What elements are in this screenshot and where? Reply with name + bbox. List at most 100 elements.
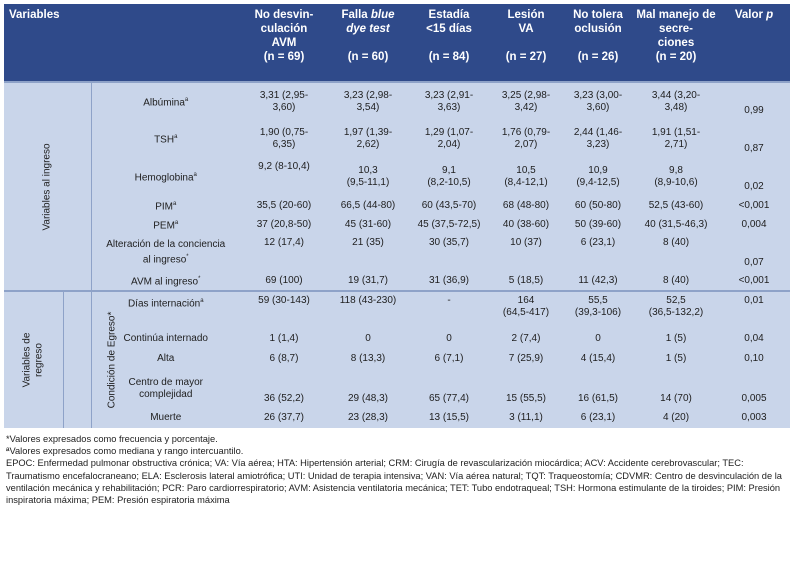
table-cell: 16 (61,5) <box>562 369 634 408</box>
cell-value: 45 (31-60) <box>344 218 392 230</box>
p-value: 0,02 <box>744 181 764 192</box>
cell-value-range: 3,63) <box>437 101 461 113</box>
cell-value: 68 (48-80) <box>502 199 550 211</box>
cell-value: 29 (48,3) <box>347 393 389 404</box>
row-label-text: PIM <box>155 201 173 213</box>
cell-value: 65 (77,4) <box>428 393 470 404</box>
cell-value: 59 (30-143) <box>258 295 310 306</box>
p-value: 0,99 <box>744 105 764 116</box>
header-col-estadia: Estadía <15 días (n = 84) <box>408 4 490 82</box>
row-label-text: Muerte <box>150 412 182 423</box>
cell-value: 3,23 (3,00- <box>573 89 623 101</box>
table-row: PEMa 37 (20,8-50) 45 (31-60) 45 (37,5-72,5)… <box>4 215 790 234</box>
table-cell: 1,90 (0,75- 6,35) <box>240 120 328 158</box>
p-value-cell: 0,99 <box>718 81 790 120</box>
table-cell: 1,76 (0,79- 2,07) <box>490 120 562 158</box>
row-label-text: Alta <box>157 353 175 364</box>
p-value-cell: 0,87 <box>718 120 790 158</box>
table-cell: 21 (35) <box>328 234 408 272</box>
group-label-regreso-2: regreso <box>33 343 45 377</box>
row-label: PEMa <box>91 215 240 234</box>
p-value-cell: <0,001 <box>718 196 790 215</box>
cell-value-range: 2,07) <box>514 139 538 150</box>
table-cell: 6 (23,1) <box>562 408 634 428</box>
cell-value: 7 (25,9) <box>508 353 544 364</box>
header-row: Variables No desvin- culación AVM (n = 6… <box>4 4 790 82</box>
table-cell: 2 (7,4) <box>490 329 562 349</box>
table-cell: 1,91 (1,51- 2,71) <box>634 120 718 158</box>
p-value-cell: 0,04 <box>718 329 790 349</box>
table-cell: 10,5 (8,4-12,1) <box>490 158 562 196</box>
table-cell: 9,1 (8,2-10,5) <box>408 158 490 196</box>
table-cell: 40 (38-60) <box>490 215 562 234</box>
table-cell: 4 (20) <box>634 408 718 428</box>
table-cell: 4 (15,4) <box>562 349 634 369</box>
row-label: Centro de mayor complejidad <box>91 369 240 408</box>
group-variables-ingreso: Variables al ingreso <box>4 81 92 291</box>
p-value: 0,003 <box>741 412 767 423</box>
cell-value: 10,9 <box>588 165 608 176</box>
row-label: Días internacióna <box>91 290 240 329</box>
row-label: Muerte <box>91 408 240 428</box>
table-cell: 3,23 (3,00- 3,60) <box>562 81 634 120</box>
table-cell: 60 (50-80) <box>562 196 634 215</box>
table-row: Muerte 26 (37,7) 23 (28,3) 13 (15,5) 3 (11,1… <box>4 408 790 428</box>
cell-value: 3,31 (2,95- <box>259 89 309 101</box>
table-cell: 6 (23,1) <box>562 234 634 272</box>
table-cell: 30 (35,7) <box>408 234 490 272</box>
p-value-cell: 0,005 <box>718 369 790 408</box>
table-cell: 12 (17,4) <box>240 234 328 272</box>
p-value-cell: 0,003 <box>718 408 790 428</box>
footnote-mark: a <box>200 298 204 304</box>
cell-value: 60 (43,5-70) <box>421 199 477 211</box>
table-cell: 65 (77,4) <box>408 369 490 408</box>
footnote-mark: a <box>184 96 189 103</box>
cell-value: 6 (7,1) <box>434 353 464 364</box>
table-cell: 15 (55,5) <box>490 369 562 408</box>
cell-value: - <box>447 295 451 306</box>
table-cell: 3,31 (2,95- 3,60) <box>240 81 328 120</box>
row-label-text: PEM <box>153 220 175 232</box>
row-label-text: Albúmina <box>143 97 185 109</box>
group-label-regreso-1: Variables de <box>21 332 33 388</box>
table-cell: 36 (52,2) <box>240 369 328 408</box>
table-notes: *Valores expresados como frecuencia y po… <box>4 433 790 506</box>
p-value: 0,07 <box>744 257 764 268</box>
table-cell: 1 (1,4) <box>240 329 328 349</box>
cell-value: 3,44 (3,20- <box>651 89 701 101</box>
cell-value: 1,90 (0,75- <box>259 127 309 138</box>
cell-value: 21 (35) <box>352 237 384 248</box>
cell-value-range: 3,60) <box>272 101 296 113</box>
table-cell: 8 (40) <box>634 272 718 291</box>
table-cell: 52,5 (36,5-132,2) <box>634 290 718 329</box>
table-cell: 3,23 (2,98- 3,54) <box>328 81 408 120</box>
table-cell: 45 (31-60) <box>328 215 408 234</box>
row-label-text: Hemoglobina <box>134 172 194 184</box>
table-cell: 5 (18,5) <box>490 272 562 291</box>
cell-value: 4 (20) <box>662 412 690 423</box>
cell-value: 1 (5) <box>665 333 687 344</box>
table-cell: 8 (13,3) <box>328 349 408 369</box>
table-cell: 52,5 (43-60) <box>634 196 718 215</box>
table-row: Alteración de la conciencia al ingreso* 12… <box>4 234 790 272</box>
cell-value: 15 (55,5) <box>505 393 547 404</box>
cell-value: 9,8 <box>669 165 683 176</box>
table-cell: 164 (64,5-417) <box>490 290 562 329</box>
row-label-text: Continúa internado <box>123 333 208 344</box>
cell-value: 9,1 <box>442 165 456 176</box>
cell-value: 8 (13,3) <box>350 353 386 364</box>
table-cell: 29 (48,3) <box>328 369 408 408</box>
p-value: <0,001 <box>738 199 770 211</box>
cell-value: 14 (70) <box>660 393 692 404</box>
table-row: Variables al ingreso Albúminaa 3,31 (2,95-… <box>4 81 790 291</box>
table-cell: 2,44 (1,46- 3,23) <box>562 120 634 158</box>
row-label-text: AVM al ingreso <box>131 276 199 288</box>
table-cell: 60 (43,5-70) <box>408 196 490 215</box>
cell-value: 52,5 <box>666 295 686 306</box>
results-table-figure: Variables No desvin- culación AVM (n = 6… <box>4 4 790 506</box>
cell-value: 6 (8,7) <box>269 353 299 364</box>
results-table: Variables No desvin- culación AVM (n = 6… <box>4 4 790 428</box>
row-label: TSHa <box>91 120 240 158</box>
table-cell: 59 (30-143) <box>240 290 328 329</box>
p-value: 0,005 <box>741 393 767 404</box>
